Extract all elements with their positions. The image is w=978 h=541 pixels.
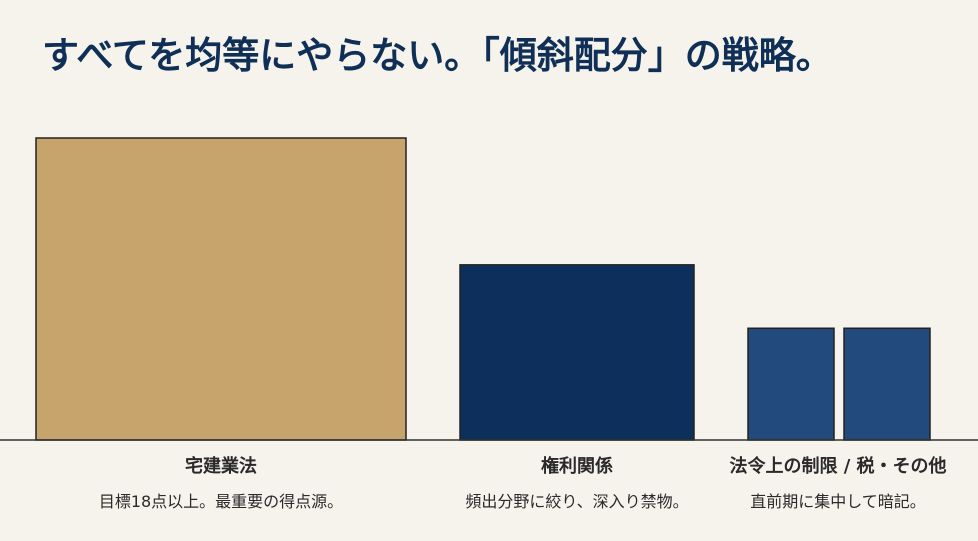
bar-3-1 [747,327,835,441]
bar-2 [459,264,695,441]
category-description: 目標18点以上。最重要の得点源。 [98,492,344,511]
chart-title: すべてを均等にやらない。「傾斜配分」の戦略。 [42,34,833,77]
category-label: 法令上の制限 / 税・その他 [729,456,947,477]
category-description: 頻出分野に絞り、深入り禁物。 [465,492,689,511]
category-label: 宅建業法 [185,456,257,477]
category-description: 直前期に集中して暗記。 [750,492,926,511]
category-label: 権利関係 [541,456,613,477]
bar-1 [35,137,407,441]
bar-3-2 [843,327,931,441]
